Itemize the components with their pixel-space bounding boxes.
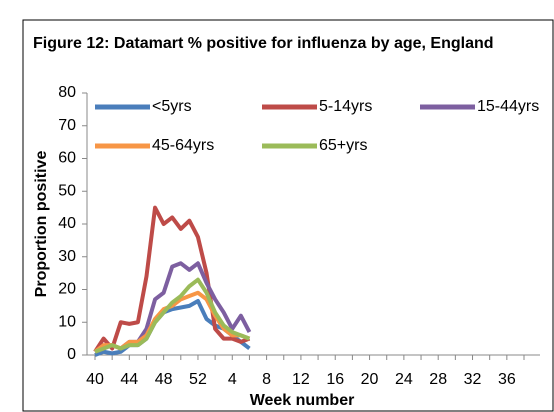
y-tick-label: 20: [58, 281, 76, 298]
series-line: [94, 277, 251, 354]
y-tick-label: 0: [67, 346, 76, 363]
y-axis-label: Proportion positive: [33, 151, 50, 298]
y-tick-label: 80: [58, 84, 76, 101]
x-tick-label: 12: [292, 371, 310, 388]
legend-label: 5-14yrs: [319, 98, 372, 115]
x-axis-label: Week number: [250, 392, 355, 409]
y-tick-label: 70: [58, 117, 76, 134]
x-tick-label: 28: [429, 371, 447, 388]
legend-label: 45-64yrs: [152, 137, 214, 154]
y-tick-label: 10: [58, 313, 76, 330]
legend-label: <5yrs: [152, 98, 192, 115]
legend-label: 15-44yrs: [477, 98, 539, 115]
x-tick-label: 4: [228, 371, 237, 388]
x-tick-label: 8: [262, 371, 271, 388]
chart-title: Figure 12: Datamart % positive for influ…: [33, 35, 494, 52]
y-tick-label: 40: [58, 215, 76, 232]
y-tick-label: 50: [58, 182, 76, 199]
x-tick-label: 52: [189, 371, 207, 388]
y-tick-label: 60: [58, 150, 76, 167]
x-tick-label: 16: [326, 371, 344, 388]
x-tick-label: 24: [395, 371, 413, 388]
x-tick-label: 36: [498, 371, 516, 388]
x-tick-label: 32: [464, 371, 482, 388]
legend-label: 65+yrs: [319, 137, 367, 154]
y-tick-label: 30: [58, 248, 76, 265]
x-tick-label: 48: [155, 371, 173, 388]
x-tick-label: 20: [361, 371, 379, 388]
x-tick-label: 44: [120, 371, 138, 388]
x-tick-label: 40: [86, 371, 104, 388]
series-line: [93, 205, 251, 353]
